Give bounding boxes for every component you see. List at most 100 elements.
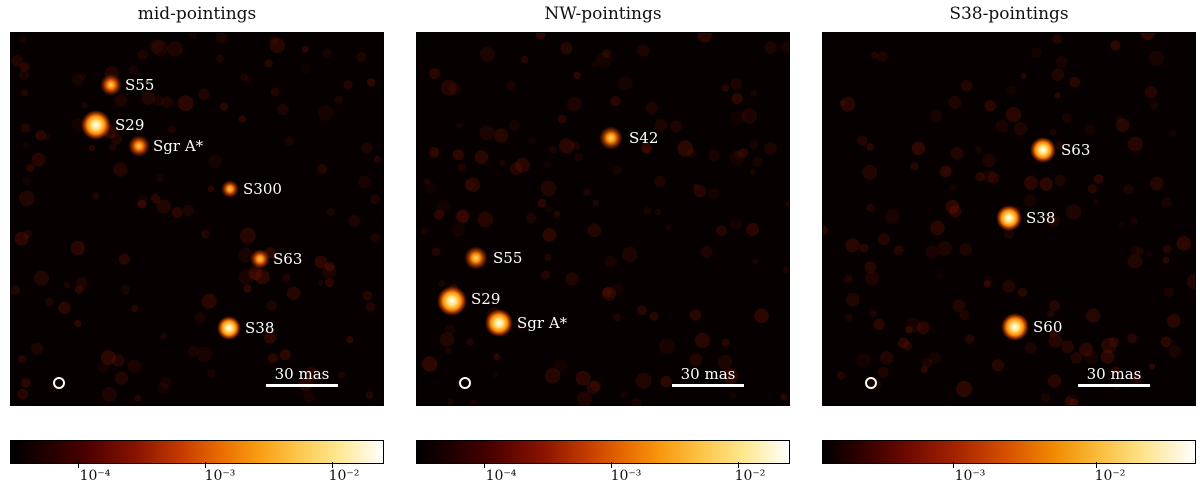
noise-speckle — [34, 132, 41, 139]
noise-speckle — [436, 199, 450, 214]
panel-title: mid-pointings — [137, 4, 257, 24]
noise-speckle — [18, 355, 26, 363]
noise-speckle — [93, 193, 100, 200]
noise-speckle — [950, 147, 964, 160]
noise-speckle — [493, 353, 501, 361]
noise-speckle — [71, 73, 84, 86]
noise-speckle — [21, 89, 28, 97]
noise-speckle — [618, 75, 633, 91]
noise-speckle — [111, 133, 122, 145]
noise-speckle — [893, 245, 904, 256]
noise-speckle — [649, 311, 659, 321]
label-s29: S29 — [471, 290, 501, 308]
noise-speckle — [1129, 245, 1140, 255]
noise-speckle — [97, 361, 110, 374]
noise-speckle — [102, 386, 117, 402]
noise-speckle — [1055, 140, 1064, 150]
noise-speckle — [279, 349, 291, 361]
noise-speckle — [544, 253, 552, 261]
noise-speckle — [1086, 308, 1101, 323]
noise-speckle — [635, 372, 652, 389]
noise-speckle — [160, 376, 173, 389]
noise-layer — [420, 33, 789, 405]
colorbar-tick — [78, 462, 79, 468]
noise-speckle — [111, 354, 125, 367]
tick-right — [783, 219, 789, 220]
noise-speckle — [1162, 256, 1170, 264]
noise-speckle — [1055, 55, 1068, 68]
scale-line — [266, 384, 338, 387]
noise-speckle — [602, 49, 612, 58]
noise-speckle — [26, 163, 35, 173]
noise-speckle — [1061, 112, 1072, 123]
noise-speckle — [983, 280, 991, 288]
noise-speckle — [764, 41, 778, 54]
noise-speckle — [431, 247, 441, 256]
noise-speckle — [528, 137, 537, 145]
noise-speckle — [1024, 176, 1038, 190]
label-s60: S60 — [1033, 318, 1063, 336]
noise-speckle — [1167, 314, 1181, 328]
noise-speckle — [440, 79, 457, 96]
noise-speckle — [655, 208, 662, 215]
noise-speckle — [74, 285, 84, 294]
noise-speckle — [267, 353, 278, 364]
noise-speckle — [1023, 194, 1037, 208]
noise-speckle — [361, 142, 373, 154]
noise-speckle — [694, 332, 711, 348]
noise-speckle — [1061, 340, 1074, 354]
colorbar-label: 10⁻³ — [610, 468, 642, 484]
noise-speckle — [542, 228, 557, 242]
source-s60 — [1001, 313, 1029, 341]
noise-speckle — [160, 333, 167, 340]
noise-speckle — [1186, 274, 1195, 290]
noise-speckle — [356, 51, 367, 63]
noise-speckle — [270, 87, 280, 97]
noise-speckle — [613, 313, 621, 322]
noise-speckle — [464, 179, 476, 191]
noise-speckle — [741, 107, 758, 124]
noise-speckle — [238, 247, 254, 263]
tick-bottom — [603, 399, 604, 405]
noise-speckle — [301, 46, 309, 53]
noise-speckle — [201, 229, 210, 239]
noise-speckle — [637, 305, 647, 316]
noise-speckle — [749, 168, 757, 176]
noise-speckle — [151, 39, 168, 56]
noise-speckle — [1069, 76, 1081, 88]
source-s55 — [100, 74, 122, 96]
noise-speckle — [141, 91, 156, 105]
noise-speckle — [949, 183, 957, 191]
noise-speckle — [439, 332, 455, 347]
noise-speckle — [269, 37, 285, 54]
noise-speckle — [560, 42, 573, 55]
image-frame: S55 S29 Sgr A* S300 S63 S38 30 mas — [10, 32, 384, 406]
noise-speckle — [1146, 251, 1153, 258]
label-s38: S38 — [245, 319, 275, 337]
noise-speckle — [717, 354, 733, 370]
noise-speckle — [373, 155, 382, 163]
noise-speckle — [81, 102, 88, 109]
noise-speckle — [654, 175, 666, 188]
noise-speckle — [602, 286, 616, 301]
noise-speckle — [314, 255, 328, 269]
noise-speckle — [118, 253, 130, 265]
noise-speckle — [1065, 204, 1082, 220]
noise-speckle — [304, 367, 320, 382]
noise-speckle — [1127, 333, 1138, 344]
noise-speckle — [70, 240, 86, 256]
noise-speckle — [984, 100, 996, 112]
noise-speckle — [686, 148, 696, 158]
beam-marker — [459, 377, 471, 389]
colorbar-label: 10⁻⁴ — [79, 468, 111, 484]
noise-speckle — [1115, 118, 1130, 133]
noise-speckle — [708, 188, 721, 200]
noise-speckle — [492, 371, 499, 378]
noise-speckle — [113, 162, 128, 177]
noise-speckle — [884, 209, 900, 225]
noise-speckle — [1149, 363, 1156, 370]
noise-speckle — [240, 73, 248, 81]
noise-speckle — [722, 368, 739, 385]
noise-speckle — [697, 33, 712, 43]
noise-speckle — [540, 180, 557, 197]
